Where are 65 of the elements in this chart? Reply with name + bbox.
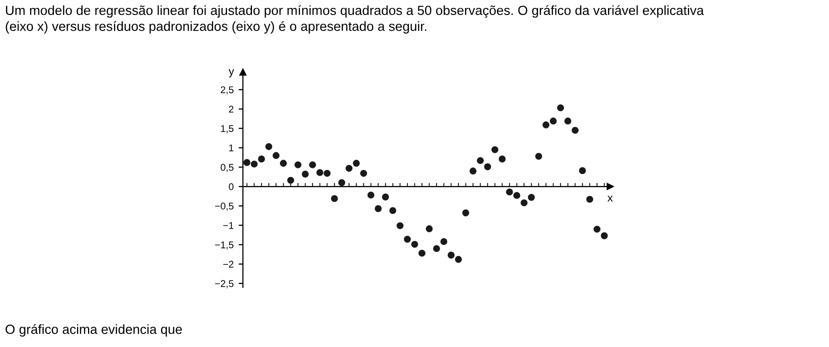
point	[243, 159, 250, 166]
point	[294, 161, 302, 168]
point	[484, 163, 492, 170]
point	[374, 205, 382, 212]
point	[280, 160, 287, 167]
y-tick-label: −1,5	[215, 242, 234, 250]
point	[404, 236, 411, 243]
point	[287, 176, 294, 184]
point	[338, 179, 346, 186]
point	[330, 195, 338, 202]
y-tick-label: 0,5	[220, 164, 234, 172]
chart-title: Um modelo de regressão linear foi ajustado por mínimos quadrados a 50 observações. O gráfico da variável explicativa (eixo x) versus resíduos padronizados (eixo y) é o apresentado a seguir.	[6, 5, 704, 34]
point	[440, 238, 448, 246]
point	[324, 170, 331, 177]
point	[506, 188, 513, 196]
point	[418, 250, 426, 257]
point	[476, 157, 484, 164]
point	[454, 256, 462, 263]
y-tick-label: 2,5	[220, 86, 234, 94]
point	[426, 225, 433, 232]
point	[498, 156, 506, 162]
point	[528, 194, 535, 201]
point	[352, 160, 360, 167]
y-tick-label: 1	[229, 144, 234, 152]
point	[557, 104, 564, 112]
point	[535, 152, 542, 160]
point	[550, 118, 557, 124]
y-tick-label: −0,5	[215, 202, 234, 211]
point	[367, 192, 374, 199]
point	[600, 232, 608, 240]
point	[272, 152, 280, 159]
point	[258, 156, 265, 162]
y-tick-label: 2	[228, 106, 234, 113]
x-axis-title: x	[607, 196, 613, 202]
point	[382, 194, 389, 200]
point	[433, 245, 440, 252]
point	[491, 146, 498, 154]
text: O gráfico acima evidencia que	[6, 324, 182, 337]
point	[250, 160, 258, 168]
point	[346, 164, 352, 172]
y-tick-label: −1	[223, 222, 234, 229]
point	[448, 252, 455, 259]
point	[594, 226, 600, 233]
point	[520, 199, 528, 206]
point	[396, 222, 404, 230]
point	[578, 167, 586, 174]
point	[360, 170, 368, 177]
point	[462, 209, 470, 216]
point	[309, 161, 316, 168]
point	[411, 240, 418, 248]
y-tick-label: −2,5	[215, 280, 234, 288]
y-tick-label: −2	[223, 260, 234, 268]
y-tick-label: 1,5	[221, 125, 234, 134]
point	[265, 143, 272, 150]
point	[302, 170, 309, 178]
y-axis-title: y	[228, 69, 234, 78]
point	[542, 121, 550, 128]
point	[513, 192, 520, 199]
point	[389, 207, 396, 214]
y-tick-label: 0	[228, 183, 234, 190]
point	[572, 126, 579, 134]
point	[586, 196, 594, 203]
point	[470, 168, 476, 174]
point	[564, 118, 572, 124]
point	[316, 169, 324, 176]
